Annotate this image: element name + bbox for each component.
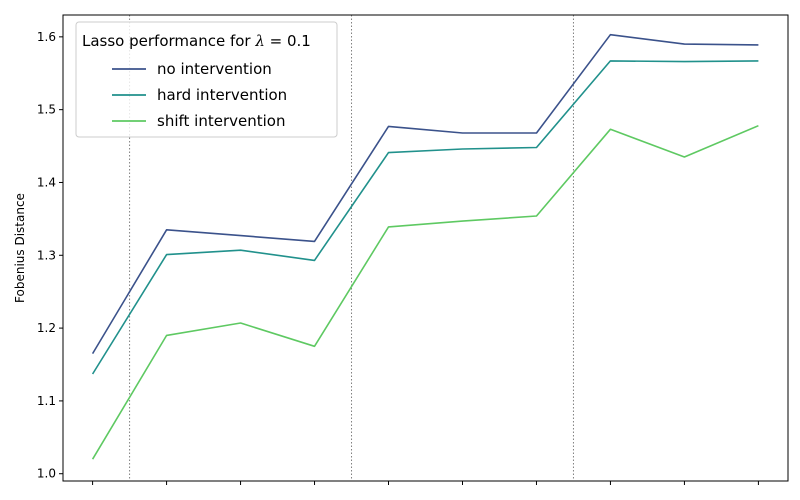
- legend-title: Lasso performance for λ = 0.1: [82, 32, 311, 50]
- y-tick-label: 1.0: [37, 467, 56, 481]
- y-tick-label: 1.3: [37, 248, 56, 262]
- plot-frame: [62, 14, 789, 482]
- series-line-hard-intervention: [91, 60, 759, 375]
- y-tick-label: 1.6: [37, 30, 56, 44]
- series-lines: [91, 33, 759, 460]
- legend: Lasso performance for λ = 0.1 no interve…: [75, 21, 338, 138]
- legend-label: shift intervention: [157, 112, 285, 130]
- x-axis: [92, 481, 759, 485]
- y-tick-label: 1.4: [37, 175, 56, 189]
- legend-label: hard intervention: [157, 86, 287, 104]
- y-tick-label: 1.1: [37, 394, 56, 408]
- legend-items: no intervention hard intervention shift in…: [112, 60, 287, 130]
- legend-label: no intervention: [157, 60, 272, 78]
- legend-box: [75, 21, 338, 138]
- y-axis-label: Fobenius Distance: [13, 193, 27, 303]
- y-tick-label: 1.5: [37, 103, 56, 117]
- y-tick-label: 1.2: [37, 321, 56, 335]
- series-line-no-intervention: [91, 33, 759, 355]
- y-axis: 1.0 1.1 1.2 1.3 1.4 1.5 1.6: [37, 30, 63, 481]
- series-line-shift-intervention: [91, 124, 759, 460]
